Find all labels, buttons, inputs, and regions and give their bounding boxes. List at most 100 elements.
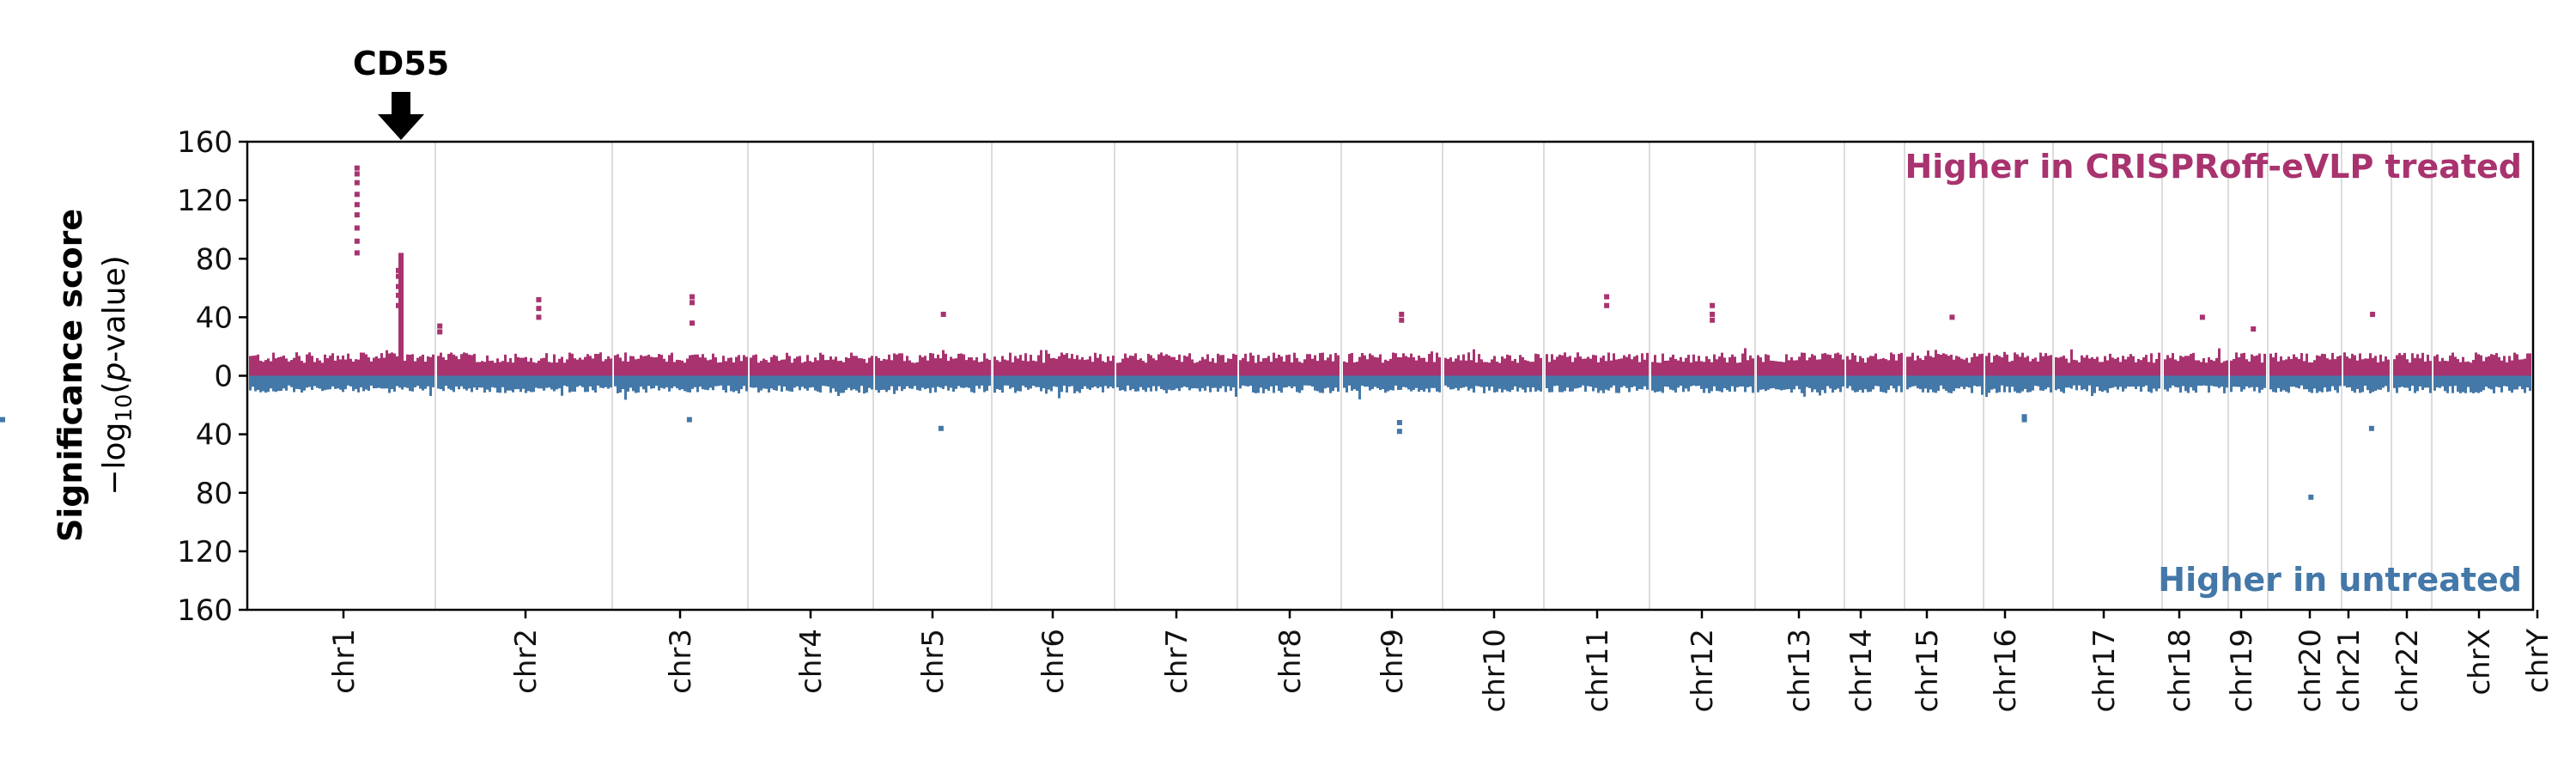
point-up <box>1551 354 1553 376</box>
point-up <box>1950 354 1953 376</box>
point-down <box>2359 375 2361 393</box>
point-down <box>532 375 535 393</box>
point-down <box>277 375 280 392</box>
point-up <box>509 357 512 376</box>
point-down <box>1121 375 1124 391</box>
point-down <box>352 375 355 392</box>
point-up <box>1571 362 1574 376</box>
point-down <box>1849 375 1851 386</box>
point-up <box>875 356 878 376</box>
point-up <box>1242 357 1244 376</box>
point-up <box>1692 354 1695 376</box>
point-down <box>1275 375 1278 386</box>
point-up <box>1757 355 1759 376</box>
point-down <box>1206 375 1209 386</box>
point-down <box>1413 375 1415 390</box>
point-down <box>2433 375 2436 391</box>
point-down <box>2364 375 2366 386</box>
point-down <box>1669 375 1672 390</box>
point-down <box>563 375 566 386</box>
point-up <box>579 357 581 376</box>
point-up <box>1356 362 1358 376</box>
point-up <box>868 357 871 376</box>
point-up <box>1204 359 1206 376</box>
point-up <box>690 294 696 300</box>
point-down <box>658 375 660 391</box>
point-down <box>483 375 486 393</box>
point-up <box>2109 353 2111 376</box>
point-up <box>827 360 829 376</box>
point-down <box>1168 375 1170 390</box>
point-down <box>2285 375 2287 392</box>
y-tick-label: 0 <box>214 360 233 394</box>
point-up <box>1874 353 1877 376</box>
point-up <box>983 353 986 376</box>
chromosome-label: chr8 <box>1273 629 1308 694</box>
point-down <box>1273 375 1275 393</box>
point-up <box>1935 350 1937 376</box>
point-up <box>2016 354 2019 376</box>
point-up <box>2313 360 2316 376</box>
point-down <box>786 375 788 391</box>
point-down <box>2464 375 2467 393</box>
point-down <box>1369 375 1371 391</box>
point-up <box>1433 362 1436 376</box>
point-up <box>2145 355 2148 376</box>
point-down <box>416 375 419 386</box>
point-down <box>558 375 561 389</box>
point-down <box>1890 375 1893 386</box>
point-up <box>1112 356 1115 376</box>
point-down <box>568 375 571 393</box>
point-down <box>730 375 732 392</box>
point-up <box>1239 360 1242 376</box>
point-up <box>1071 354 1073 376</box>
point-up <box>1600 357 1602 376</box>
point-up <box>1885 359 1887 376</box>
point-down <box>1595 375 1597 388</box>
point-up <box>594 353 597 376</box>
point-up <box>2377 362 2379 376</box>
point-down <box>1356 375 1358 391</box>
point-down <box>527 375 530 392</box>
chromosome-label: chr1 <box>327 629 361 694</box>
y-axis-sublabel-prefix: −log <box>97 423 132 496</box>
point-up <box>1121 358 1124 376</box>
point-down <box>1425 375 1428 389</box>
point-up <box>313 362 316 376</box>
point-up <box>540 358 543 376</box>
point-down <box>1022 375 1024 386</box>
point-up <box>614 355 617 376</box>
point-up <box>2253 356 2256 376</box>
point-down <box>1900 375 1903 393</box>
point-up <box>1524 360 1527 376</box>
point-up <box>1814 355 1816 376</box>
point-up <box>1485 362 1488 376</box>
point-up <box>357 359 360 376</box>
point-up <box>2119 362 2122 376</box>
point-down <box>1566 375 1569 388</box>
point-down <box>2021 375 2024 392</box>
point-up <box>629 356 632 376</box>
point-down <box>1651 375 1654 391</box>
point-up <box>2215 357 2218 376</box>
point-down <box>1690 375 1692 386</box>
point-down <box>1698 375 1700 386</box>
point-down <box>2024 375 2026 389</box>
point-down <box>2379 375 2382 390</box>
point-up <box>647 354 650 376</box>
point-up <box>1937 354 1940 376</box>
point-down <box>1783 375 1785 390</box>
point-down <box>1116 375 1119 387</box>
point-up <box>2369 353 2372 376</box>
point-down <box>775 375 778 391</box>
point-down <box>1420 375 1423 391</box>
point-down <box>1516 375 1519 392</box>
point-down <box>2366 375 2369 391</box>
point-up <box>1097 357 1099 376</box>
point-up <box>1504 358 1506 376</box>
point-up <box>1273 352 1275 376</box>
point-up <box>809 361 811 376</box>
point-up <box>665 362 668 376</box>
point-up <box>1790 357 1793 376</box>
